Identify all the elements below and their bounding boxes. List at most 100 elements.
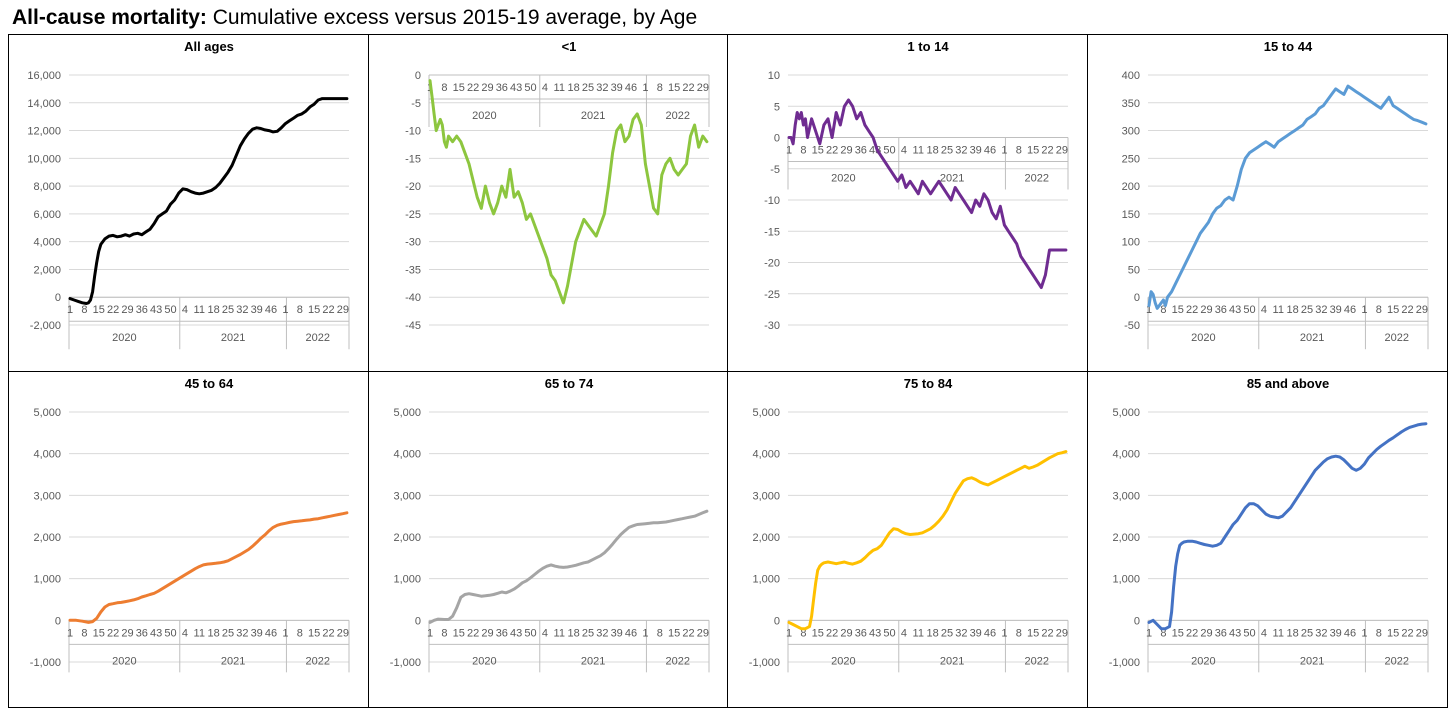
chart-panel: All ages -2,000 0 2,000 4,000 6,000 8,000 10,00… <box>9 35 369 372</box>
y-tick-label: 0 <box>1133 615 1139 627</box>
x-tick-label: 50 <box>164 627 176 639</box>
x-tick-label: 18 <box>926 145 938 157</box>
year-label: 2020 <box>472 110 496 122</box>
chart-panel: <1 -45 -40 -35 -30 -25 -20 -15 -10 -5 0 1 8 15 22 29 36 4… <box>368 35 728 372</box>
x-tick-label: 39 <box>610 627 622 639</box>
x-tick-label: 15 <box>1387 304 1399 316</box>
x-tick-label: 18 <box>926 627 938 639</box>
x-tick-label: 39 <box>251 627 263 639</box>
y-tick-label: 0 <box>414 615 420 627</box>
x-tick-label: 15 <box>1171 304 1183 316</box>
x-tick-label: 22 <box>107 627 119 639</box>
y-tick-label: -20 <box>764 258 780 270</box>
x-tick-label: 1 <box>67 627 73 639</box>
x-tick-label: 32 <box>955 627 967 639</box>
y-tick-label: 2,000 <box>33 264 61 276</box>
y-tick-label: -35 <box>405 264 421 276</box>
x-tick-label: 11 <box>913 145 924 157</box>
x-tick-label: 36 <box>855 627 867 639</box>
y-tick-label: -5 <box>770 164 780 176</box>
y-tick-label: 0 <box>774 615 780 627</box>
x-tick-label: 15 <box>1387 627 1399 639</box>
x-tick-label: 18 <box>1286 304 1298 316</box>
x-tick-label: 11 <box>913 627 924 639</box>
y-tick-label: -10 <box>405 126 421 138</box>
x-tick-label: 1 <box>786 627 792 639</box>
series-line <box>787 449 1068 630</box>
y-tick-label: 12,000 <box>27 126 61 138</box>
x-tick-label: 8 <box>800 627 806 639</box>
x-tick-label: 29 <box>840 627 852 639</box>
x-tick-label: 1 <box>1001 145 1007 157</box>
y-tick-label: -15 <box>405 153 421 165</box>
x-tick-label: 29 <box>121 627 133 639</box>
x-tick-label: 15 <box>452 82 464 94</box>
y-tick-label: 300 <box>1121 126 1139 138</box>
x-tick-label: 46 <box>984 627 996 639</box>
y-tick-label: -2,000 <box>30 320 61 332</box>
series-line <box>1147 84 1427 310</box>
x-tick-label: 15 <box>668 82 680 94</box>
chart-svg: 75 to 84 -1,000 0 1,000 2,000 3,000 4,000 5,000… <box>749 376 1069 672</box>
x-tick-label: 8 <box>81 304 87 316</box>
y-tick-label: 0 <box>55 292 61 304</box>
y-tick-label: -1,000 <box>30 657 61 669</box>
x-tick-label: 22 <box>1401 304 1413 316</box>
chart-svg: All ages -2,000 0 2,000 4,000 6,000 8,000 10,00… <box>27 39 350 350</box>
year-label: 2022 <box>305 655 329 667</box>
y-tick-label: 3,000 <box>752 490 780 502</box>
chart-title: 85 and above <box>1246 376 1328 391</box>
x-tick-label: 39 <box>251 304 263 316</box>
x-tick-label: 32 <box>236 627 248 639</box>
page-title-bold: All-cause mortality: <box>12 6 207 29</box>
x-tick-label: 8 <box>297 627 303 639</box>
year-label: 2022 <box>665 110 689 122</box>
x-tick-label: 15 <box>93 627 105 639</box>
y-tick-label: -50 <box>1124 320 1140 332</box>
chart-panel: 75 to 84 -1,000 0 1,000 2,000 3,000 4,000 5,000… <box>728 371 1088 707</box>
x-tick-label: 8 <box>656 82 662 94</box>
chart-title: All ages <box>184 39 234 54</box>
x-tick-label: 46 <box>624 627 636 639</box>
y-tick-label: 5,000 <box>33 407 61 419</box>
x-tick-label: 22 <box>107 304 119 316</box>
y-tick-label: 3,000 <box>1112 490 1140 502</box>
x-tick-label: 43 <box>510 627 522 639</box>
x-tick-label: 1 <box>1145 304 1151 316</box>
x-tick-label: 29 <box>1200 304 1212 316</box>
year-label: 2020 <box>1191 332 1215 344</box>
x-tick-label: 29 <box>337 304 349 316</box>
x-tick-label: 22 <box>322 304 334 316</box>
y-tick-label: 2,000 <box>1112 532 1140 544</box>
x-tick-label: 22 <box>322 627 334 639</box>
x-tick-label: 1 <box>642 627 648 639</box>
y-tick-label: 5,000 <box>752 407 780 419</box>
x-tick-label: 22 <box>1185 627 1197 639</box>
x-tick-label: 25 <box>941 145 953 157</box>
x-tick-label: 15 <box>668 627 680 639</box>
x-tick-label: 4 <box>1260 304 1266 316</box>
year-label: 2022 <box>1024 655 1048 667</box>
x-tick-label: 11 <box>194 304 205 316</box>
x-tick-label: 1 <box>786 145 792 157</box>
x-tick-label: 15 <box>812 145 824 157</box>
chart-panel: 65 to 74 -1,000 0 1,000 2,000 3,000 4,000 5,000… <box>369 371 728 707</box>
y-tick-label: -45 <box>405 320 421 332</box>
x-tick-label: 50 <box>883 145 895 157</box>
x-tick-label: 29 <box>1056 627 1068 639</box>
y-tick-label: 5,000 <box>393 407 421 419</box>
year-label: 2020 <box>831 655 855 667</box>
x-tick-label: 22 <box>1401 627 1413 639</box>
x-tick-label: 4 <box>541 82 547 94</box>
x-tick-label: 50 <box>1243 627 1255 639</box>
chart-svg: <1-45-40-35-30-25-20-15-10-501 8 15 22 29 36 4… <box>405 39 709 332</box>
x-tick-label: 22 <box>682 627 694 639</box>
x-tick-label: 18 <box>1286 627 1298 639</box>
y-tick-label: 100 <box>1121 237 1139 249</box>
x-tick-label: 8 <box>1016 627 1022 639</box>
x-tick-label: 46 <box>984 145 996 157</box>
y-tick-label: 0 <box>774 133 780 145</box>
y-tick-label: -10 <box>764 195 780 207</box>
x-tick-label: 22 <box>1041 627 1053 639</box>
x-tick-label: 8 <box>297 304 303 316</box>
